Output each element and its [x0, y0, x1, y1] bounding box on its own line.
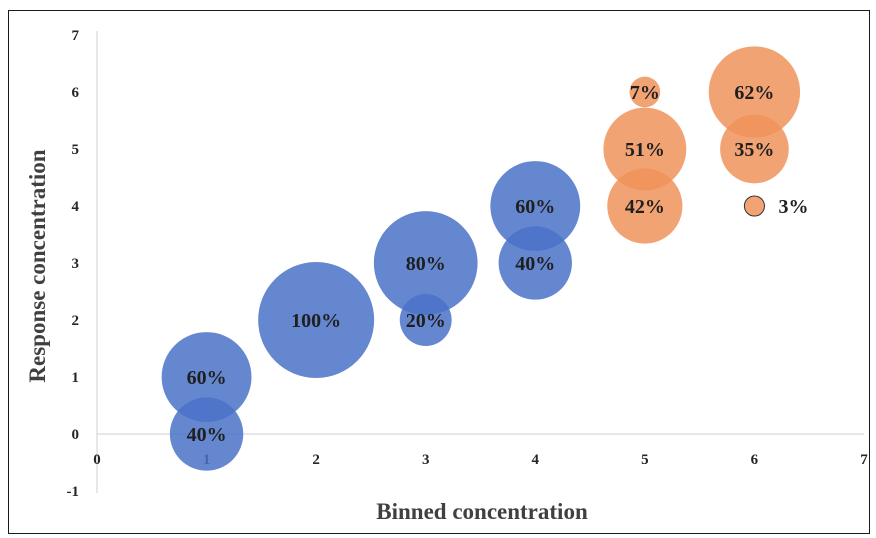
bubble-label: 100% [291, 310, 341, 332]
y-tick-label: -1 [67, 484, 80, 500]
bubble-label: 51% [625, 139, 665, 161]
x-tick-label: 2 [312, 452, 320, 468]
bubble [258, 262, 375, 378]
x-tick-label: 6 [751, 452, 759, 468]
y-tick-label: 4 [72, 199, 80, 215]
bubbles [161, 46, 801, 471]
bubble [373, 211, 478, 315]
bubble-label: 7% [630, 82, 660, 104]
x-tick-label: 7 [860, 452, 868, 468]
x-axis-title: Binned concentration [376, 499, 588, 524]
bubble [708, 46, 801, 138]
y-tick-label: 1 [72, 370, 80, 386]
bubble-label: 40% [187, 424, 227, 446]
bubble-label: 60% [187, 367, 227, 389]
bubble-label: 62% [734, 82, 774, 104]
bubble [161, 332, 252, 422]
y-tick-label: 0 [72, 427, 80, 443]
bubble-label: 60% [515, 196, 555, 218]
bubble [490, 161, 581, 251]
bubble-label: 3% [778, 196, 808, 218]
bubble [743, 195, 765, 217]
bubble-label: 42% [625, 196, 665, 218]
bubble-labels: 40% 60% 100% 20% 80% 40% 60% 42% 51% 7% 3% 35% 62% [187, 82, 809, 446]
bubble-label: 35% [734, 139, 774, 161]
y-tick-label: 6 [72, 85, 80, 101]
bubble-label: 80% [406, 253, 446, 275]
bubble-label: 40% [515, 253, 555, 275]
y-tick-label: 2 [72, 313, 80, 329]
x-tick-label: 3 [422, 452, 430, 468]
y-tick-label: 7 [72, 28, 80, 44]
bubble [603, 107, 687, 191]
y-tick-label: 3 [72, 256, 80, 272]
y-axis-title: Response concentration [25, 149, 50, 382]
bubble [607, 168, 683, 244]
x-tick-label: 4 [532, 452, 540, 468]
x-tick-label: 5 [641, 452, 649, 468]
x-tick-label: 0 [93, 452, 101, 468]
bubble [629, 76, 661, 108]
y-tick-label: 5 [72, 142, 80, 158]
bubble-label: 20% [406, 310, 446, 332]
